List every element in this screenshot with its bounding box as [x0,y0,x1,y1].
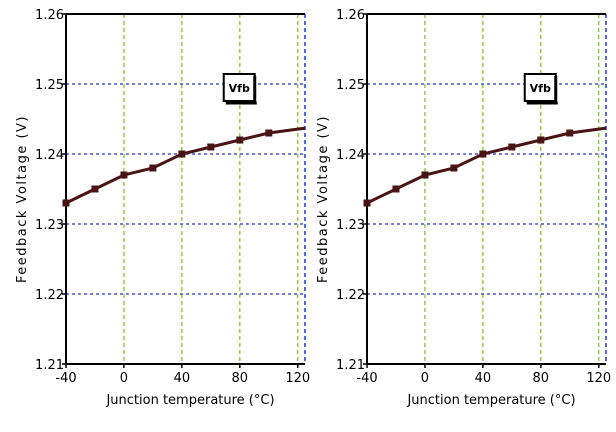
series-line-vfb [366,126,607,205]
data-point [149,164,157,172]
legend-label: Vfb [530,82,551,95]
x-tick-label: 40 [174,371,191,386]
data-point [479,150,487,158]
x-tick-label: 0 [421,371,429,386]
y-tick-label: 1.26 [336,8,365,23]
y-tick-label: 1.24 [35,148,64,163]
x-tick-label: 80 [533,371,550,386]
y-tick-label: 1.25 [35,78,64,93]
x-tick-label: 0 [120,371,128,386]
y-tick-label: 1.23 [35,218,64,233]
y-tick-label: 1.21 [336,358,365,373]
y-tick-label: 1.24 [336,148,365,163]
data-point [207,143,215,151]
data-point [508,143,516,151]
x-axis-title: Junction temperature (°C) [406,393,575,408]
series-line-vfb [65,126,306,205]
data-point [265,129,273,137]
y-tick-label: 1.23 [336,218,365,233]
chart-panel-1: 1.21 1.22 1.23 1.24 1.25 1.26 -40 0 40 80 120 Junct… [15,8,310,408]
x-tick-label: -40 [356,371,377,386]
chart-panel-2: 1.21 1.22 1.23 1.24 1.25 1.26 -40 0 40 80 120 Junct… [316,8,611,408]
y-tick-label: 1.22 [35,288,64,303]
x-tick-label: -40 [55,371,76,386]
data-point [178,150,186,158]
data-point [566,129,574,137]
x-axis-title: Junction temperature (°C) [105,393,274,408]
legend-label: Vfb [229,82,250,95]
data-point [236,136,244,144]
data-point [363,199,371,207]
x-tick-label: 120 [285,371,310,386]
y-tick-label: 1.22 [336,288,365,303]
legend-box [222,73,256,102]
data-point [120,171,128,179]
x-tick-label: 120 [586,371,611,386]
y-tick-label: 1.25 [336,78,365,93]
data-point [450,164,458,172]
data-point [537,136,545,144]
data-point [91,185,99,193]
x-tick-label: 80 [232,371,249,386]
y-tick-label: 1.21 [35,358,64,373]
data-point [392,185,400,193]
y-axis-title: Feedback Voltage (V) [316,115,331,283]
x-tick-label: 40 [475,371,492,386]
y-tick-label: 1.26 [35,8,64,23]
y-axis-title: Feedback Voltage (V) [15,115,30,283]
data-point [62,199,70,207]
data-point [421,171,429,179]
